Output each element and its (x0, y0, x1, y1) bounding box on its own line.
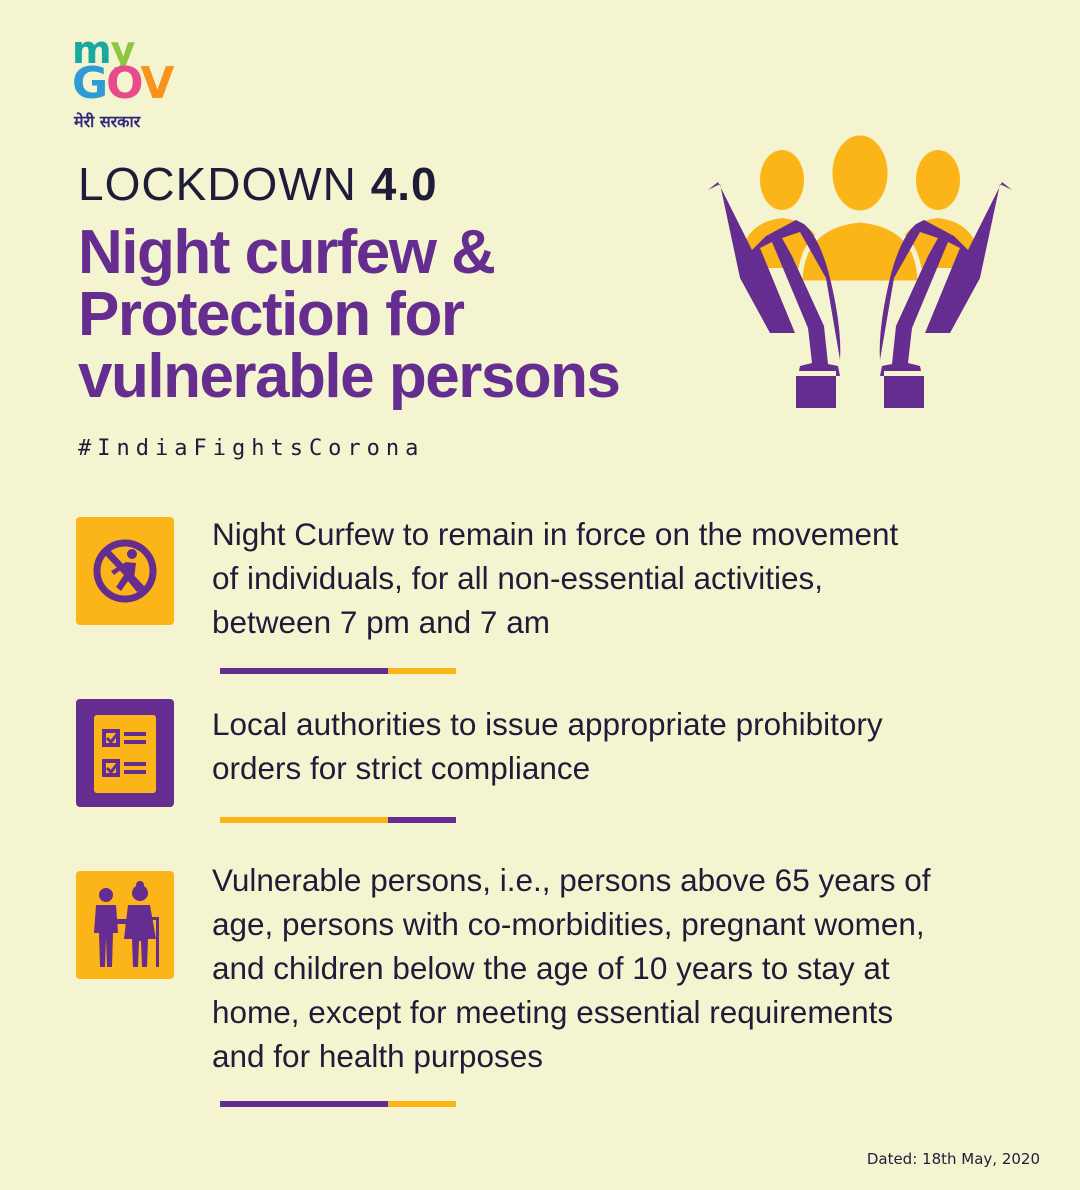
logo-letter-m: m (72, 28, 112, 72)
protecting-hands-icon (700, 128, 1020, 413)
logo-letter-o: O (106, 58, 142, 109)
item-1-text: Night Curfew to remain in force on the m… (212, 512, 1042, 644)
separator-1-segment-a (220, 668, 388, 674)
item-2-text: Local authorities to issue appropriate p… (212, 702, 1042, 790)
lockdown-heading: LOCKDOWN 4.0 (78, 158, 438, 210)
item-3-line-4: home, except for meeting essential requi… (212, 994, 894, 1030)
no-walking-icon (76, 517, 174, 625)
title-line-1: Night curfew & (78, 218, 496, 287)
logo-letter-v: V (140, 58, 174, 109)
separator-1 (220, 668, 456, 674)
mygov-logo: my GOV मेरी सरकार (72, 30, 192, 140)
item-3-line-5: and for health purposes (212, 1038, 543, 1074)
item-2-line-1: Local authorities to issue appropriate p… (212, 706, 883, 742)
logo-letter-g: G (72, 58, 108, 109)
dated-label: Dated: 18th May, 2020 (866, 1150, 1040, 1168)
logo-gov: GOV (72, 58, 174, 109)
checklist-icon (76, 699, 174, 807)
logo-tagline: मेरी सरकार (74, 112, 141, 131)
title-line-2: Protection for (78, 280, 465, 349)
separator-2 (220, 817, 456, 823)
item-3-line-1: Vulnerable persons, i.e., persons above … (212, 862, 931, 898)
separator-1-segment-b (388, 668, 456, 674)
separator-3-segment-b (388, 1101, 456, 1107)
logo-letter-y: y (110, 28, 136, 72)
separator-3-segment-a (220, 1101, 388, 1107)
lockdown-prefix: LOCKDOWN (78, 158, 357, 210)
lockdown-number: 4.0 (370, 158, 438, 210)
item-3-line-2: age, persons with co-morbidities, pregna… (212, 906, 925, 942)
separator-3 (220, 1101, 456, 1107)
elderly-couple-icon (76, 871, 174, 979)
separator-2-segment-a (220, 817, 388, 823)
separator-2-segment-b (388, 817, 456, 823)
hashtag: #IndiaFightsCorona (78, 436, 425, 461)
item-3-line-3: and children below the age of 10 years t… (212, 950, 890, 986)
item-1-line-1: Night Curfew to remain in force on the m… (212, 516, 899, 552)
page-title: Night curfew & Protection for vulnerable… (78, 222, 698, 408)
item-1-line-2: of individuals, for all non-essential ac… (212, 560, 824, 596)
item-1-line-3: between 7 pm and 7 am (212, 604, 550, 640)
item-3-text: Vulnerable persons, i.e., persons above … (212, 858, 1042, 1078)
logo-my: my (72, 28, 136, 72)
title-line-3: vulnerable persons (78, 342, 621, 411)
item-2-line-2: orders for strict compliance (212, 750, 591, 786)
